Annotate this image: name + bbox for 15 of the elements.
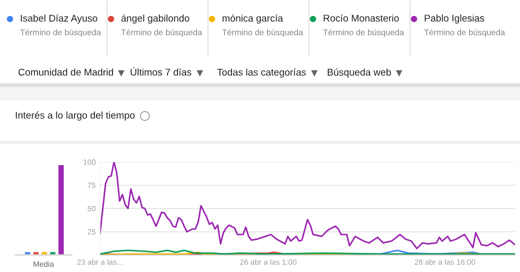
text: Término de búsqueda <box>222 29 304 37</box>
text: Término de búsqueda <box>424 29 506 37</box>
chart-title: Interés a lo largo del tiempo <box>16 111 135 121</box>
text: Últimos 7 días <box>130 67 192 76</box>
legend-label: ángel gabilondo <box>121 14 190 24</box>
text: Término de búsqueda <box>323 29 404 37</box>
text: Comunidad de Madrid <box>18 68 114 76</box>
text: Término de búsqueda <box>121 29 202 37</box>
legend-label: mónica garcía <box>222 14 284 24</box>
legend-label: Isabel Díaz Ayuso <box>20 14 98 24</box>
text: Todas las categorías <box>217 68 306 78</box>
text: Búsqueda web <box>328 68 391 78</box>
text: Término de búsqueda <box>20 29 102 37</box>
legend-label: Pablo Iglesias <box>424 14 484 24</box>
legend-label: Rocío Monasterio <box>324 14 399 22</box>
